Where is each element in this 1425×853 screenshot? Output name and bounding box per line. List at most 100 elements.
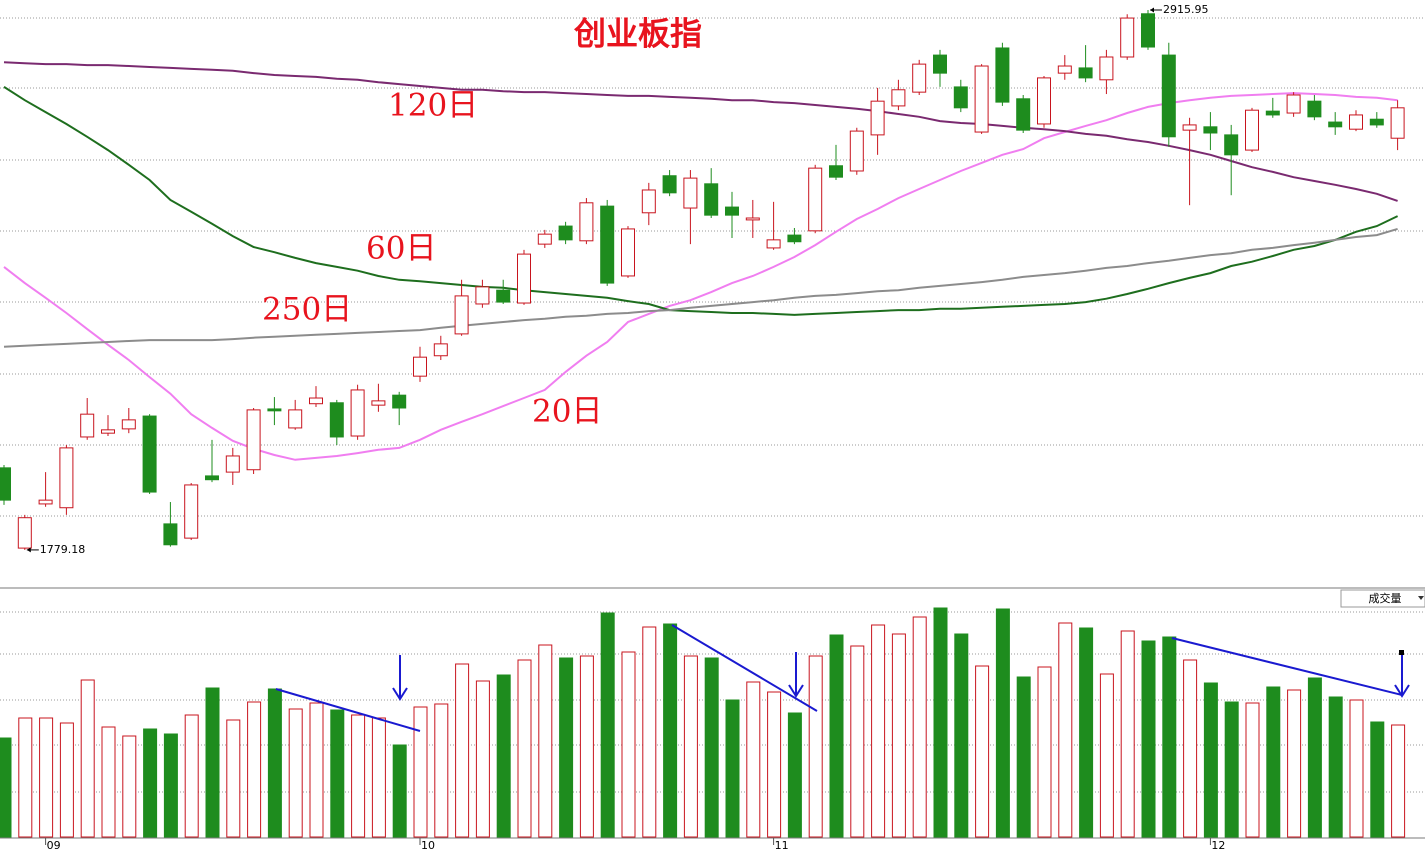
candle-body <box>225 455 240 473</box>
volume-bar <box>725 699 740 838</box>
volume-bar <box>309 702 324 838</box>
candle-body <box>1161 54 1176 138</box>
ma-label: 20日 <box>532 394 602 430</box>
candle-body <box>350 389 365 437</box>
volume-bar <box>1203 682 1218 838</box>
volume-bar <box>1183 659 1198 838</box>
volume-bar <box>413 706 428 838</box>
candle-body <box>1224 134 1239 156</box>
volume-bar <box>101 726 116 838</box>
candle-body <box>101 429 115 434</box>
candle-body <box>205 475 219 481</box>
candle-body <box>454 295 469 335</box>
volume-bar <box>371 717 386 838</box>
candle-body <box>59 447 74 509</box>
volume-bar <box>808 655 823 838</box>
volume-bar <box>1079 627 1094 838</box>
volume-bar <box>746 681 761 838</box>
volume-bar <box>1224 701 1239 838</box>
candle-body <box>0 467 11 501</box>
volume-bar <box>18 717 33 838</box>
volume-bar <box>975 665 990 838</box>
volume-bar <box>954 633 969 838</box>
volume-bar <box>288 708 303 838</box>
volume-bar <box>267 688 282 838</box>
candle-body <box>142 415 157 493</box>
labels: 20日 60日 120日 250日 09 10 11 12 2915.95 1779.18 <box>26 3 1225 852</box>
candle-body <box>413 356 427 377</box>
candle-body <box>808 167 823 232</box>
candle-body <box>1203 126 1218 134</box>
candle-body <box>246 409 261 471</box>
volume-bar <box>933 607 948 838</box>
volume-bar <box>475 680 490 838</box>
volume-bar <box>122 735 137 838</box>
candle-body <box>38 499 53 505</box>
volume-bar <box>1162 636 1177 838</box>
extreme-pointer-head <box>1150 7 1154 13</box>
candle-body <box>1369 118 1384 126</box>
candle-body <box>1037 77 1051 125</box>
volume-bar <box>163 733 178 838</box>
candle-body <box>662 175 677 194</box>
x-tick-label: 12 <box>1211 839 1225 852</box>
candle-body <box>953 86 968 109</box>
candle-body <box>849 130 864 172</box>
volume-bar <box>1266 686 1281 838</box>
candle-body <box>933 54 947 74</box>
volume-bar <box>59 722 74 838</box>
candle-body <box>745 217 760 221</box>
volume-bar <box>80 679 95 838</box>
candle-body <box>1141 13 1155 48</box>
volume-menu-box[interactable] <box>1340 589 1425 608</box>
volume-bar <box>496 674 511 838</box>
volume-bar <box>787 712 802 838</box>
volume-bar <box>683 655 698 838</box>
volume-bar <box>392 744 407 838</box>
candles <box>0 9 1405 550</box>
ma-line <box>3 227 1398 348</box>
candle-body <box>558 225 573 241</box>
x-tick-label: 09 <box>47 839 61 852</box>
candle-body <box>704 183 719 216</box>
volume-bar <box>351 714 366 838</box>
volume-menu[interactable]: 成交量 <box>1340 589 1425 608</box>
candle-body <box>433 343 448 357</box>
volume-bar <box>434 703 449 838</box>
x-tick-label: 11 <box>775 839 789 852</box>
volume-bar <box>600 612 615 838</box>
volume-bar <box>1016 676 1031 838</box>
volume-bar <box>1370 721 1385 838</box>
candle-body <box>600 205 615 284</box>
candle-body <box>579 202 594 242</box>
arrow-head <box>788 684 804 698</box>
candle-body <box>870 100 885 136</box>
volume-bar <box>39 717 54 838</box>
volume-bar <box>1099 673 1114 838</box>
candle-body <box>1349 114 1363 130</box>
volume-bar <box>1120 630 1135 838</box>
candle-body <box>1120 17 1135 58</box>
candle-body <box>1245 109 1259 151</box>
candle-body <box>17 517 32 549</box>
x-tick-label: 10 <box>421 839 435 852</box>
candle-body <box>787 234 802 243</box>
volume-bar <box>0 737 12 838</box>
volume-menu-label[interactable]: 成交量 <box>1369 591 1402 605</box>
candle-body <box>80 413 95 438</box>
candle-body <box>309 397 323 405</box>
candle-body <box>1078 67 1093 79</box>
candle-body <box>641 189 656 214</box>
candle-body <box>766 239 781 249</box>
candle-body <box>683 177 698 209</box>
volume-bar <box>995 608 1010 838</box>
ma-label: 120日 <box>388 88 478 124</box>
trend-line <box>275 688 421 732</box>
volume-bar <box>1141 640 1156 838</box>
candle-body <box>329 402 344 438</box>
extreme-label: 1779.18 <box>40 543 86 556</box>
candle-body <box>496 289 511 303</box>
candle-body <box>537 233 552 245</box>
dropdown-arrow[interactable] <box>1418 596 1424 600</box>
